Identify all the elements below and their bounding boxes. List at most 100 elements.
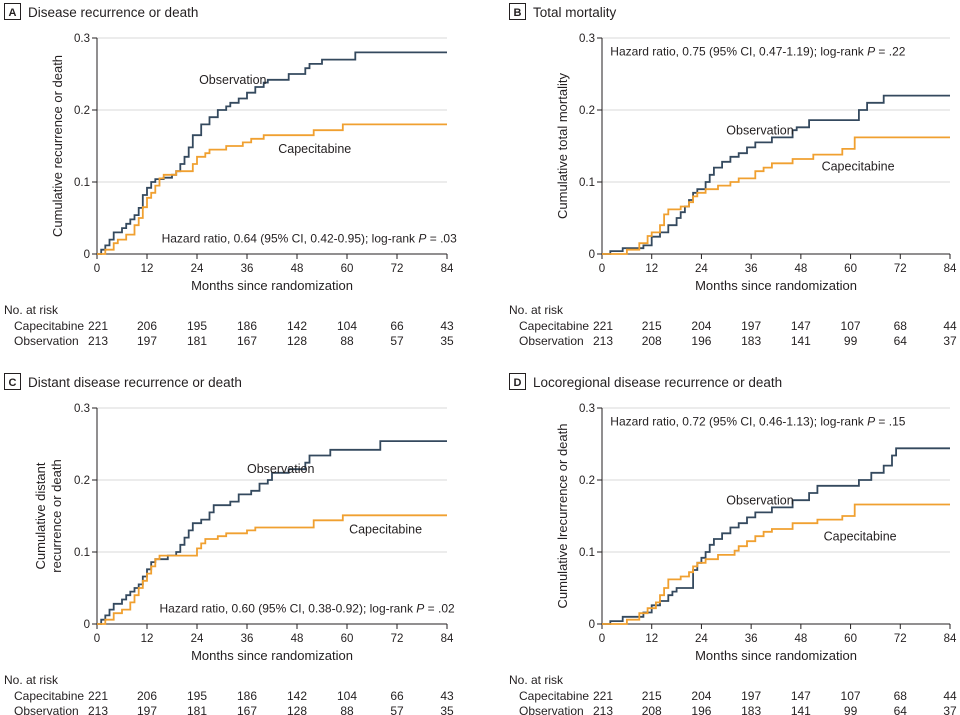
- risk-value: 66: [390, 689, 404, 703]
- x-tick-label: 0: [599, 633, 605, 645]
- risk-row-label: Capecitabine: [14, 319, 84, 333]
- hazard-ratio-annotation: Hazard ratio, 0.64 (95% CI, 0.42-0.95); …: [162, 231, 457, 245]
- y-tick-label: 0: [589, 249, 595, 261]
- risk-value: 128: [287, 704, 307, 715]
- x-axis-label: Months since randomization: [695, 648, 857, 663]
- risk-value: 196: [691, 704, 711, 715]
- y-tick-label: 0.3: [74, 403, 90, 415]
- x-tick-label: 84: [441, 633, 454, 645]
- risk-value: 66: [390, 319, 404, 333]
- x-axis-label: Months since randomization: [695, 278, 857, 293]
- risk-value: 204: [691, 689, 711, 703]
- x-tick-label: 84: [441, 263, 454, 275]
- risk-value: 128: [287, 334, 307, 348]
- risk-value: 213: [88, 704, 108, 715]
- risk-value: 68: [894, 689, 908, 703]
- risk-value: 43: [440, 319, 454, 333]
- risk-value: 186: [237, 319, 257, 333]
- risk-value: 213: [593, 704, 613, 715]
- risk-value: 183: [741, 334, 761, 348]
- x-tick-label: 60: [844, 633, 857, 645]
- y-tick-label: 0.2: [579, 475, 595, 487]
- x-tick-label: 48: [291, 633, 304, 645]
- x-tick-label: 60: [341, 263, 354, 275]
- x-tick-label: 48: [291, 263, 304, 275]
- curve-observation: [602, 94, 950, 255]
- series-label-capecitabine: Capecitabine: [278, 142, 351, 156]
- risk-value: 167: [237, 704, 257, 715]
- risk-row-label: Observation: [519, 334, 584, 348]
- risk-value: 141: [791, 704, 811, 715]
- y-tick-label: 0.3: [579, 33, 595, 45]
- risk-value: 215: [642, 689, 662, 703]
- x-tick-label: 0: [94, 263, 100, 275]
- panel-letter: A: [9, 7, 17, 19]
- risk-value: 221: [88, 689, 108, 703]
- risk-value: 197: [741, 689, 761, 703]
- panel-title: Distant disease recurrence or death: [28, 375, 242, 390]
- hazard-ratio-annotation: Hazard ratio, 0.75 (95% CI, 0.47-1.19); …: [610, 44, 905, 58]
- x-tick-label: 24: [191, 263, 204, 275]
- y-axis-label: Cumulative total mortality: [555, 73, 570, 219]
- series-label-observation: Observation: [726, 493, 793, 507]
- risk-value: 181: [187, 334, 207, 348]
- risk-value: 68: [894, 319, 908, 333]
- annotation-value: = .03: [426, 231, 457, 245]
- risk-value: 167: [237, 334, 257, 348]
- x-tick-label: 72: [391, 633, 404, 645]
- curve-observation: [602, 447, 950, 625]
- y-tick-label: 0: [84, 619, 90, 631]
- x-tick-label: 60: [341, 633, 354, 645]
- x-tick-label: 36: [745, 263, 758, 275]
- x-tick-label: 24: [695, 263, 708, 275]
- panel-letter-box: [509, 373, 526, 390]
- risk-value: 44: [943, 689, 957, 703]
- risk-value: 43: [440, 689, 454, 703]
- risk-value: 35: [440, 334, 454, 348]
- annotation-text: Hazard ratio, 0.72 (95% CI, 0.46-1.13); …: [610, 414, 867, 428]
- panel-letter-box: [509, 3, 526, 20]
- y-tick-label: 0.1: [74, 547, 90, 559]
- x-tick-label: 36: [241, 263, 254, 275]
- panel-b: B Total mortality 0 0.1 0.2 0.3 0 12 24 36 48 60 72 8…: [509, 3, 957, 348]
- panel-d: D Locoregional disease recurrence or deat…: [509, 373, 957, 715]
- y-tick-label: 0: [589, 619, 595, 631]
- y-tick-label: 0.1: [579, 177, 595, 189]
- risk-value: 99: [844, 334, 858, 348]
- risk-value: 186: [237, 689, 257, 703]
- series-label-observation: Observation: [247, 462, 314, 476]
- annotation-text: Hazard ratio, 0.64 (95% CI, 0.42-0.95); …: [162, 231, 419, 245]
- risk-value: 197: [137, 334, 157, 348]
- curve-capecitabine: [97, 514, 447, 625]
- x-tick-label: 12: [645, 263, 658, 275]
- risk-row-label: Capecitabine: [519, 319, 589, 333]
- risk-value: 57: [390, 704, 404, 715]
- annotation-text: Hazard ratio, 0.60 (95% CI, 0.38-0.92); …: [160, 601, 417, 615]
- risk-value: 35: [440, 704, 454, 715]
- annotation-text: Hazard ratio, 0.75 (95% CI, 0.47-1.19); …: [610, 44, 867, 58]
- risk-value: 107: [841, 689, 861, 703]
- panel-letter-box: [4, 373, 21, 390]
- risk-table-header: No. at risk: [4, 303, 59, 317]
- risk-value: 196: [691, 334, 711, 348]
- x-tick-label: 48: [794, 263, 807, 275]
- y-axis-label: Cumulative distant: [33, 462, 48, 569]
- x-tick-label: 12: [141, 633, 154, 645]
- x-tick-label: 24: [191, 633, 204, 645]
- x-tick-label: 84: [944, 263, 957, 275]
- risk-value: 181: [187, 704, 207, 715]
- series-label-observation: Observation: [199, 73, 266, 87]
- risk-value: 195: [187, 319, 207, 333]
- annotation-value: = .02: [424, 601, 455, 615]
- annotation-p: P: [416, 601, 424, 615]
- risk-value: 221: [88, 319, 108, 333]
- risk-value: 208: [642, 704, 662, 715]
- risk-value: 195: [187, 689, 207, 703]
- y-tick-label: 0.1: [579, 547, 595, 559]
- panel-letter-box: [4, 3, 21, 20]
- risk-value: 142: [287, 319, 307, 333]
- series-label-capecitabine: Capecitabine: [349, 522, 422, 536]
- risk-value: 142: [287, 689, 307, 703]
- series-label-capecitabine: Capecitabine: [824, 529, 897, 543]
- curve-observation: [97, 51, 447, 255]
